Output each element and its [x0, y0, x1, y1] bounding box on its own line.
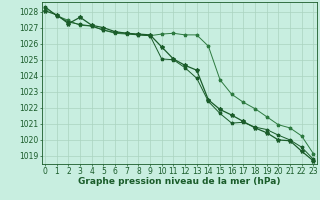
X-axis label: Graphe pression niveau de la mer (hPa): Graphe pression niveau de la mer (hPa)	[78, 177, 280, 186]
